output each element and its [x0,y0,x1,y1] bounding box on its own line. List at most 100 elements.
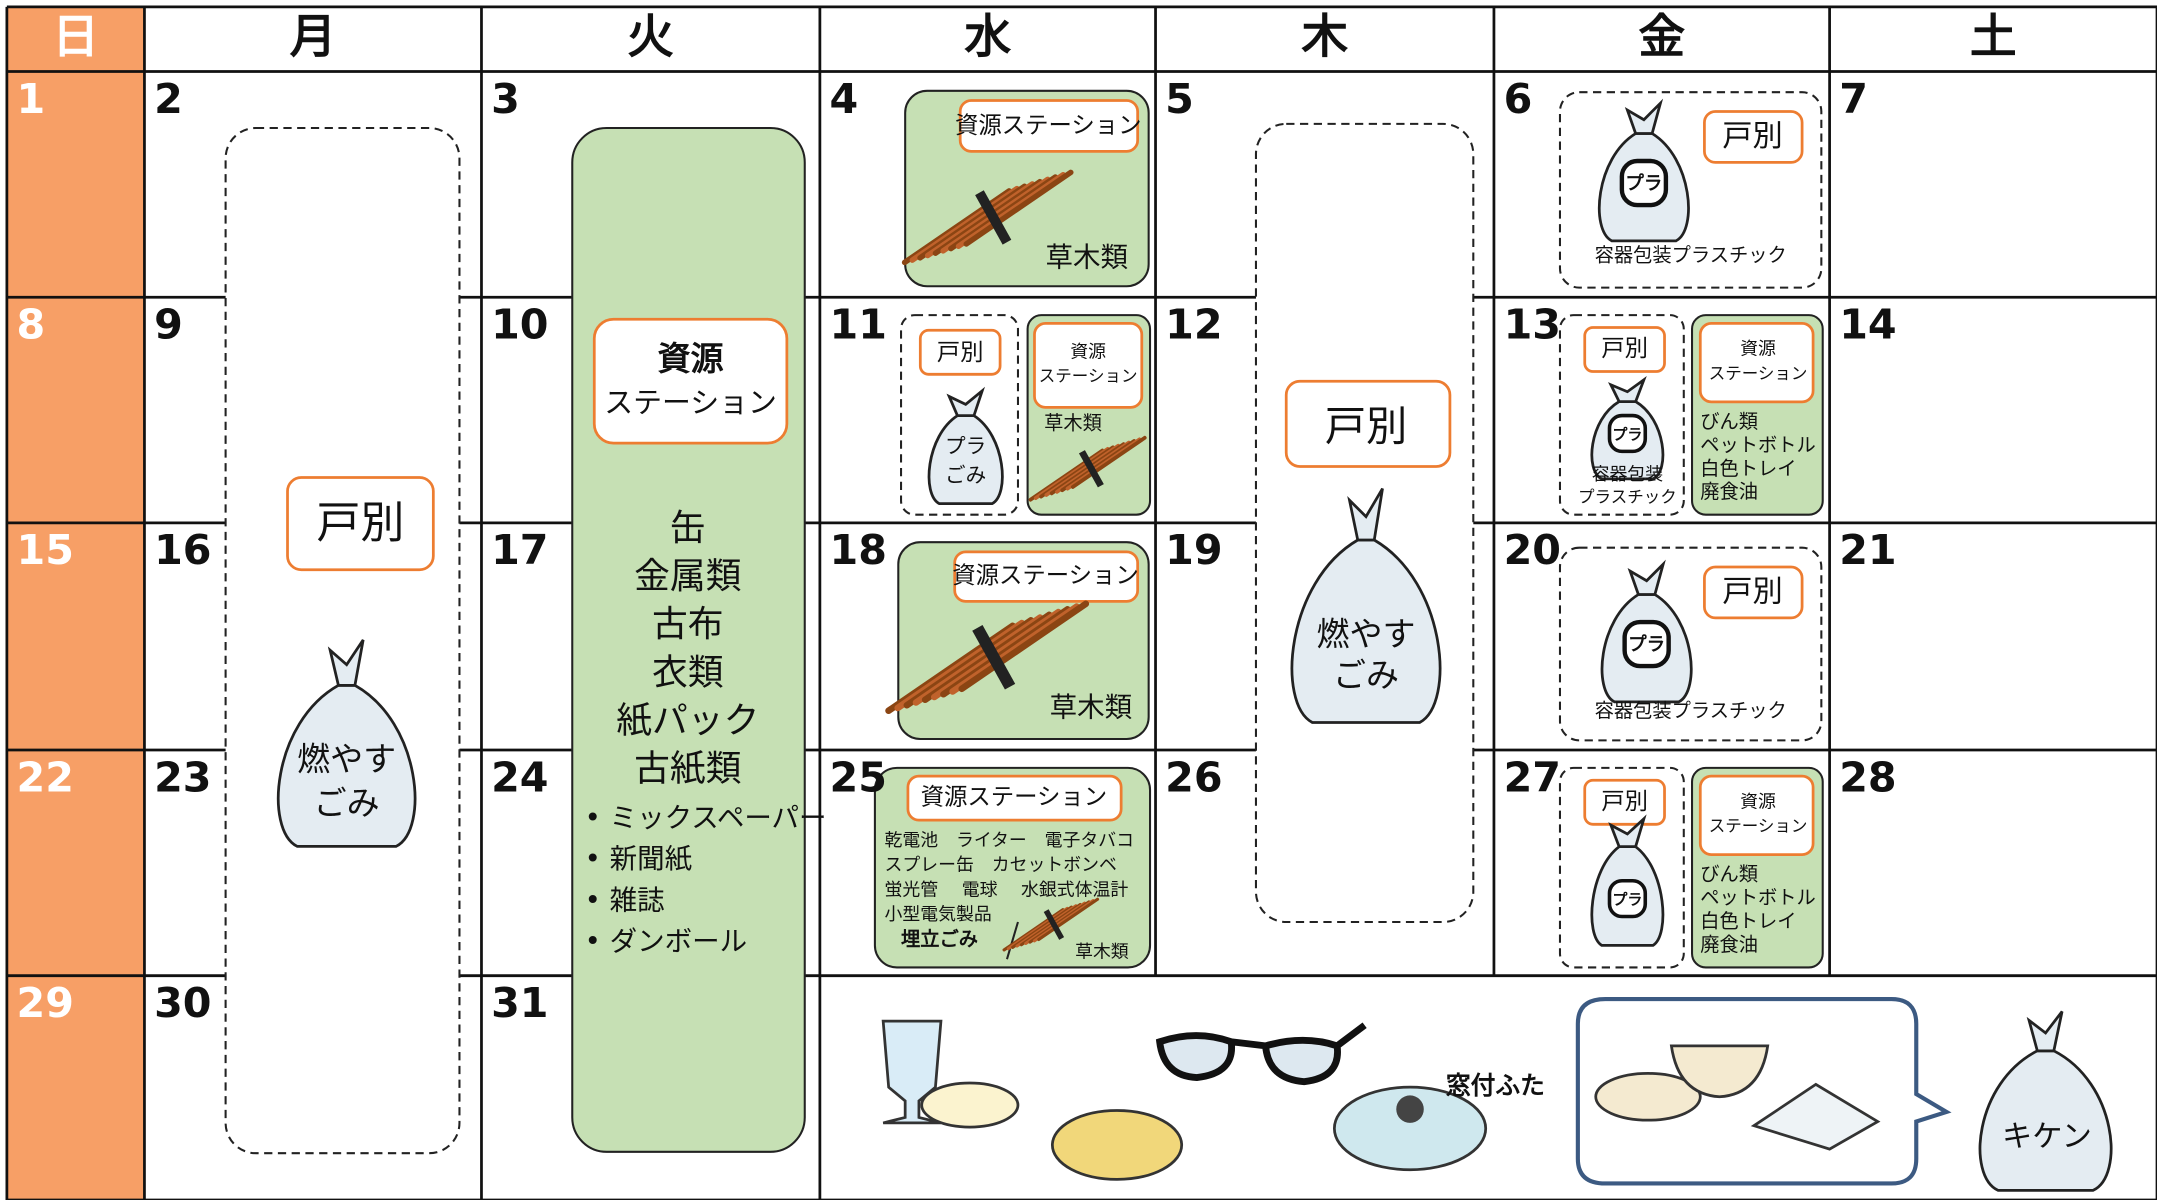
date: 20 [1504,526,1561,574]
label-box [1284,379,1452,468]
weekday-header: 木 [1301,10,1348,64]
bag-text: 燃やす [1316,614,1415,653]
item: 紙パック [616,700,759,741]
label: 資源ステーション [955,111,1142,139]
stick-band [1043,909,1065,940]
glasses [1155,1022,1367,1086]
label: キケン [2002,1120,2092,1155]
label: 戸別 [1722,119,1783,154]
plastic-mark [1607,413,1648,454]
date: 24 [491,753,548,801]
date: 12 [1165,301,1222,349]
label-box [1698,774,1815,856]
label: ステーション [604,386,777,420]
label-box [1703,110,1804,164]
label: 資源ステーション [921,783,1108,811]
label-box [958,99,1140,153]
item: 金属類 [634,556,741,597]
bag-knot [1608,376,1647,403]
plastic-mark-text: プラ [1612,890,1642,908]
weekday-header: 金 [1638,10,1685,64]
stick [1070,435,1147,489]
label: 容器包装プラスチック [1595,699,1787,722]
bag-body [927,414,1004,506]
plastic-mark [1607,878,1648,919]
label: 資源ステーション [952,561,1139,589]
weekday-header: 月 [290,10,337,64]
label: 戸別 [1601,787,1648,815]
broken-plate [1594,1072,1702,1122]
date: 31 [491,979,548,1027]
date: 17 [491,526,548,574]
weekday-header: 火 [627,10,674,64]
date: 11 [830,301,887,349]
date: 16 [154,526,211,574]
label: 白色トレイ [1700,457,1796,480]
stick-band [972,625,1016,690]
date: 21 [1839,526,1896,574]
bag-knot [1347,487,1384,542]
label: ペットボトル [1700,886,1815,909]
bag-knot [327,639,365,687]
sunday-column [6,6,145,1200]
stick [963,169,1074,247]
label: 戸別 [937,338,984,366]
cup [920,1081,1020,1129]
item: 古布 [652,604,724,645]
label: 草木類 [1075,941,1129,962]
divider [1005,921,1019,960]
weekday-header: 日 [52,10,99,64]
label: 草木類 [1046,242,1128,274]
item: 缶 [670,508,706,549]
bag-knot [1608,814,1647,849]
trash-bag [1978,1010,2113,1192]
date: 25 [830,753,887,801]
label: 廃食油 [1700,480,1758,503]
sub-item: • ミックスペーパー [585,802,827,834]
item: 衣類 [652,652,724,693]
sub-item: • ダンボール [585,926,747,958]
stick-band [1078,450,1104,488]
date: 29 [17,979,74,1027]
sub-item: • 雑誌 [585,884,665,916]
label: プラ [945,434,986,458]
label: 小型電気製品 [885,904,992,925]
date: 18 [830,526,887,574]
label: 草木類 [1050,692,1132,724]
broken-glass [1750,1082,1881,1151]
dashed-box [224,126,461,1155]
label-box [906,774,1123,822]
label: 容器包装 [1592,464,1664,485]
bag-text: 燃やす [297,740,396,779]
plastic-mark [1622,619,1671,669]
bag-knot [1624,98,1664,135]
date: 13 [1504,301,1561,349]
label: 埋立ごみ [901,927,978,950]
label-box [1583,778,1666,826]
date: 6 [1504,75,1533,123]
bag-knot [1627,559,1666,596]
label: ステーション [1039,367,1138,386]
date: 3 [491,75,520,123]
label: 草木類 [1044,411,1102,434]
weekday-header: 土 [1970,10,2017,64]
lid-knob [1396,1095,1424,1123]
pot [1050,1109,1184,1181]
trash-bag [927,386,1004,506]
weekday-header: 水 [963,10,1011,64]
bag-knot [2026,1010,2064,1053]
label: びん類 [1700,863,1758,886]
label-box [953,550,1140,603]
label: 資源 [1070,341,1106,362]
label: プラスチック [1578,488,1677,507]
date: 30 [154,979,211,1027]
label-box [286,476,435,572]
stick [1037,897,1100,942]
label: びん類 [1700,410,1758,433]
label: スプレー缶 カセットボンベ [885,855,1117,876]
date: 22 [17,753,74,801]
collection-label: 戸別 [1325,402,1408,450]
label: 資源 [658,339,724,378]
trash-bag [1290,487,1442,724]
